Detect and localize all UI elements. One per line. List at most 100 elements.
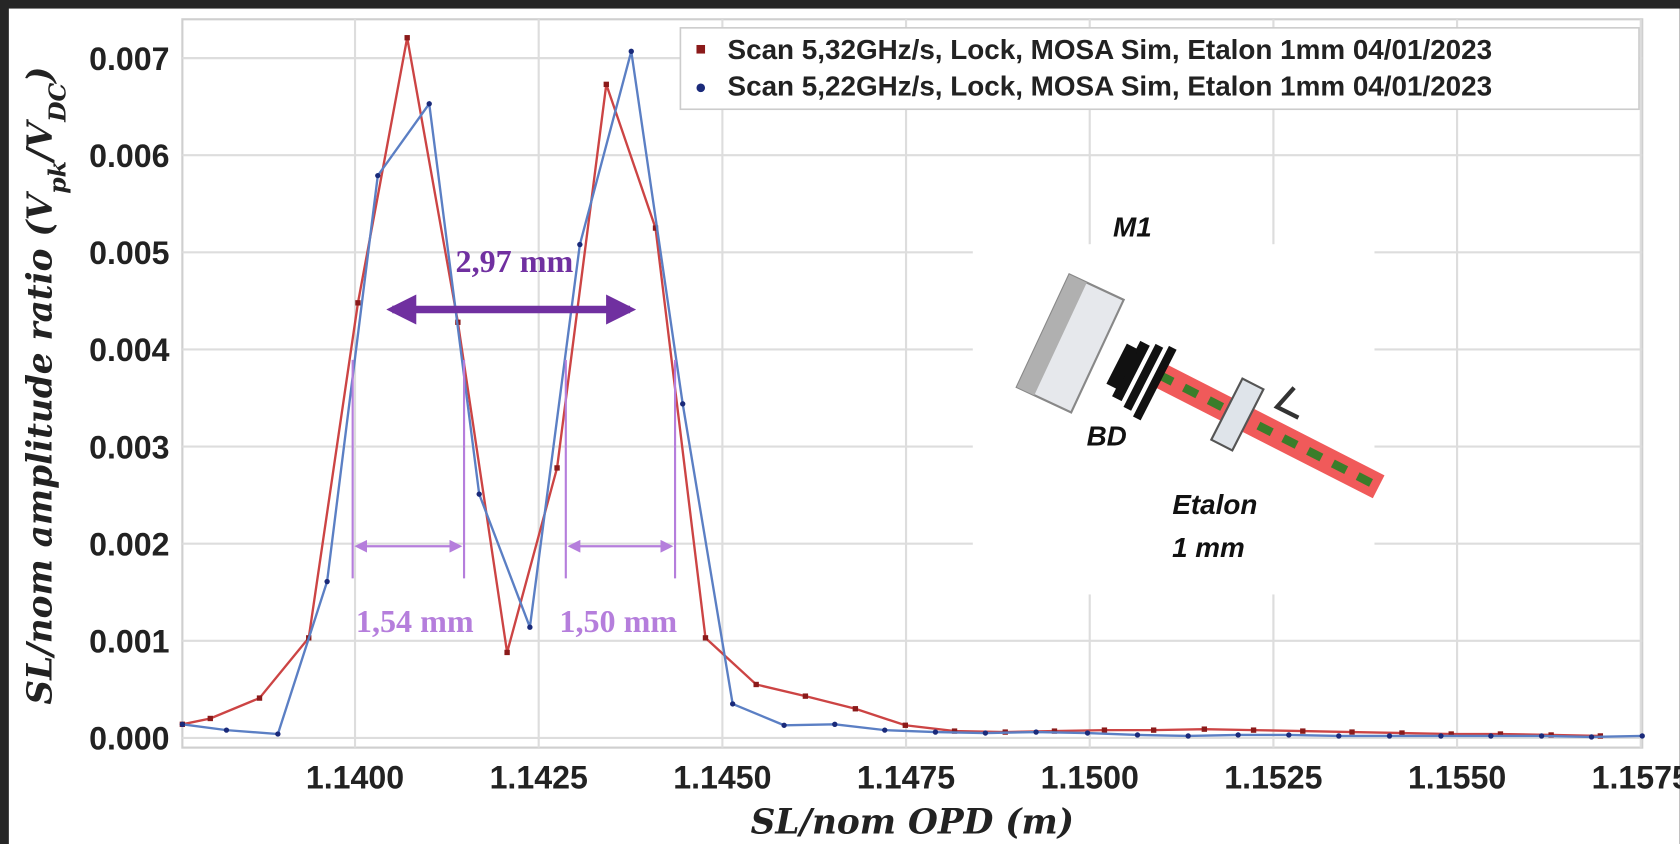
- x-tick-label: 1.1525: [1224, 759, 1322, 795]
- data-point: [982, 730, 989, 736]
- legend-label: Scan 5,22GHz/s, Lock, MOSA Sim, Etalon 1…: [728, 70, 1493, 101]
- data-point: [781, 722, 787, 728]
- x-tick-label: 1.1425: [490, 759, 588, 795]
- data-point: [603, 81, 609, 88]
- distance-label: 2,97 mm: [456, 243, 574, 279]
- etalon-label: Etalon: [1172, 489, 1257, 520]
- data-point: [1033, 729, 1039, 735]
- series-line: [182, 37, 1601, 738]
- width-label: 1,50 mm: [559, 603, 677, 639]
- data-point: [680, 401, 686, 407]
- data-point: [426, 101, 432, 107]
- data-point: [1386, 733, 1393, 739]
- data-point: [702, 635, 709, 641]
- y-tick-label: 0.007: [89, 41, 169, 77]
- legend: Scan 5,32GHz/s, Lock, MOSA Sim, Etalon 1…: [679, 27, 1640, 111]
- data-point: [832, 721, 838, 727]
- background: [8, 8, 1680, 844]
- data-point: [1286, 732, 1292, 738]
- y-axis-label-part: DC: [44, 82, 72, 122]
- data-point: [1101, 727, 1108, 733]
- data-point: [179, 721, 186, 727]
- y-tick-label: 0.002: [89, 526, 169, 562]
- data-point: [207, 715, 213, 722]
- data-point: [527, 624, 533, 630]
- data-point: [1150, 727, 1157, 733]
- legend-label: Scan 5,32GHz/s, Lock, MOSA Sim, Etalon 1…: [728, 34, 1493, 65]
- x-tick-label: 1.1400: [306, 759, 404, 795]
- y-tick-label: 0.005: [89, 235, 169, 271]
- angle-mark: [1273, 386, 1300, 420]
- plot-area: [179, 35, 1645, 740]
- mirror-label: M1: [1113, 212, 1152, 243]
- data-point: [932, 729, 939, 735]
- data-point: [504, 649, 510, 656]
- data-point: [223, 727, 230, 733]
- data-point: [1250, 727, 1257, 733]
- x-axis-label: SL/nom OPD (m): [751, 802, 1074, 842]
- data-point: [1538, 733, 1545, 739]
- etalon-label: 1 mm: [1172, 532, 1245, 563]
- width-label: 1,54 mm: [356, 603, 474, 639]
- y-axis-label-part: /V: [21, 118, 61, 164]
- x-tick-label: 1.1450: [673, 759, 771, 795]
- data-point: [1349, 729, 1355, 735]
- data-point: [1488, 733, 1494, 739]
- data-point: [375, 172, 381, 179]
- y-tick-label: 0.000: [89, 721, 169, 757]
- legend-marker: [696, 44, 706, 54]
- data-point: [1497, 731, 1504, 737]
- y-tick-label: 0.001: [89, 624, 169, 660]
- mirror: [1015, 273, 1126, 414]
- x-tick-label: 1.1550: [1408, 759, 1506, 795]
- data-point: [577, 241, 583, 248]
- data-point: [476, 491, 482, 497]
- y-tick-label: 0.006: [89, 138, 169, 174]
- data-point: [1084, 730, 1091, 736]
- data-point: [1399, 730, 1405, 736]
- data-point: [1134, 732, 1141, 738]
- data-point: [729, 701, 736, 707]
- data-point: [1448, 731, 1454, 737]
- data-point: [882, 727, 888, 733]
- data-point: [1300, 728, 1306, 734]
- x-tick-label: 1.1475: [857, 759, 955, 795]
- x-tick-label: 1.1575: [1592, 759, 1680, 795]
- data-point: [355, 300, 361, 306]
- data-point: [1051, 728, 1058, 734]
- series-line: [182, 51, 1643, 739]
- inset-background: [972, 244, 1375, 595]
- etalon: [1209, 377, 1265, 452]
- width-guides: [351, 359, 677, 579]
- legend-box: [679, 27, 1640, 111]
- data-point: [802, 693, 809, 699]
- data-point: [1201, 726, 1208, 732]
- x-tick-label: 1.1500: [1041, 759, 1139, 795]
- data-point: [902, 722, 908, 728]
- y-tick-label: 0.003: [89, 429, 169, 465]
- data-point: [628, 48, 634, 55]
- y-axis-label-part: pk: [44, 161, 72, 194]
- plot-frame: [181, 18, 1644, 749]
- y-axis-label-part: ): [21, 67, 61, 85]
- data-point: [1185, 733, 1191, 739]
- y-axis-label: SL/nom amplitude ratio (Vpk/VDC): [21, 67, 72, 705]
- data-point: [852, 706, 859, 712]
- data-point: [275, 731, 281, 737]
- beam: [1153, 363, 1385, 499]
- y-axis-label-part: SL/nom amplitude ratio (V: [21, 190, 61, 704]
- y-tick-label: 0.004: [89, 332, 170, 368]
- legend-marker: [696, 83, 706, 93]
- data-point: [1235, 732, 1241, 738]
- inset-diagram: M1 BD Etalon 1 mm: [972, 212, 1385, 595]
- data-point: [1336, 733, 1342, 739]
- data-point: [256, 695, 263, 701]
- data-point: [753, 681, 759, 688]
- data-point: [554, 465, 560, 471]
- data-point: [1639, 733, 1645, 739]
- dump-label: BD: [1087, 421, 1127, 452]
- data-point: [1438, 733, 1444, 739]
- beam-dump: [1106, 340, 1177, 421]
- data-point: [652, 225, 659, 231]
